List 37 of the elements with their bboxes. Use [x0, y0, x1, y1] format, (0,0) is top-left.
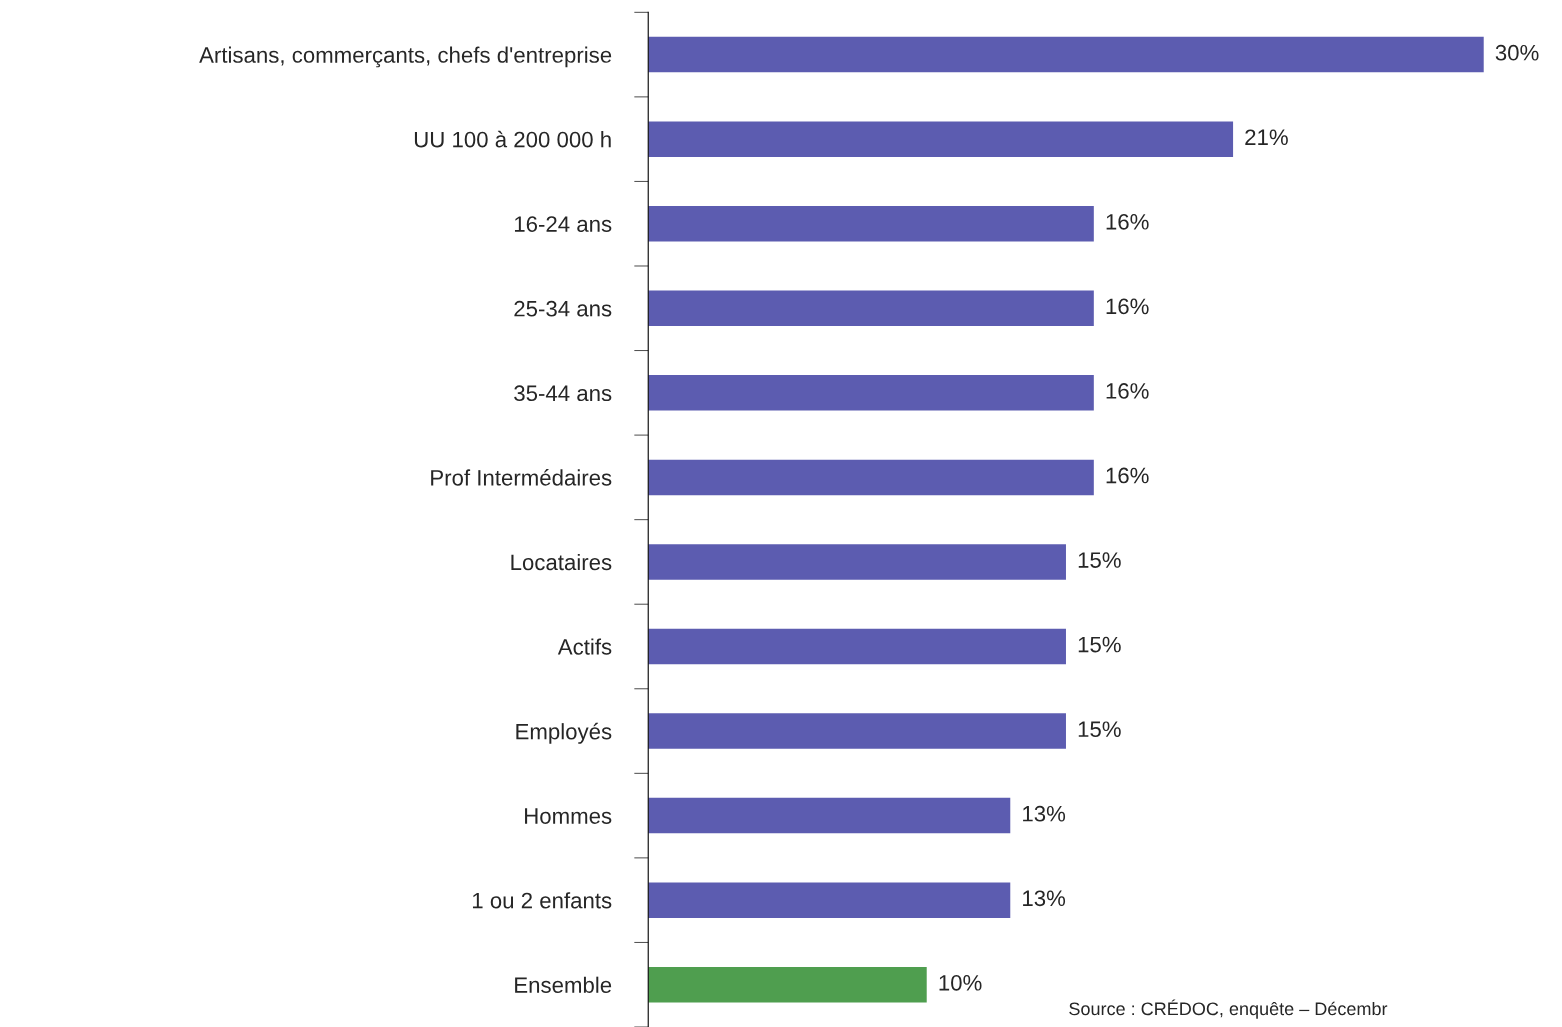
- data-label: 15%: [1078, 636, 1121, 653]
- bar: [648, 205, 1094, 242]
- bar: [648, 375, 1094, 411]
- bar: [648, 121, 1234, 157]
- y-tick-label: Hommes: [525, 808, 612, 824]
- y-tick-label: Actifs: [557, 638, 612, 655]
- y-tick-label: Ensemble: [515, 976, 612, 993]
- data-label: 16%: [1106, 213, 1149, 230]
- bar: [648, 544, 1066, 580]
- bar: [648, 459, 1094, 496]
- data-label: 15%: [1078, 552, 1121, 568]
- y-tick-label: Artisans, commerçants, chefs d'entreprise: [199, 46, 612, 68]
- bar: [648, 36, 1484, 73]
- data-label: 16%: [1106, 467, 1149, 484]
- data-label: 10%: [939, 974, 982, 991]
- y-tick-label: Locataires: [511, 553, 612, 571]
- bar: [648, 882, 1011, 918]
- data-label: 16%: [1106, 383, 1149, 399]
- y-tick-label: Prof Intermédaires: [431, 469, 612, 486]
- data-label: 13%: [1023, 805, 1066, 822]
- y-tick-label: 35-44 ans: [514, 385, 612, 402]
- bar: [648, 290, 1094, 327]
- y-tick-label: UU 100 à 200 000 h: [414, 130, 611, 148]
- data-label: 30%: [1495, 44, 1539, 61]
- annotation: Source : CRÉDOC, enquête – Décembr: [1069, 999, 1388, 1019]
- bar: [648, 966, 927, 1003]
- data-label: 16%: [1106, 298, 1149, 315]
- y-tick-label: Employés: [516, 722, 612, 744]
- bar: [648, 628, 1066, 665]
- bar: [648, 713, 1066, 749]
- data-label: 15%: [1078, 721, 1121, 738]
- y-tick-label: 16-24 ans: [514, 216, 612, 232]
- bar: [648, 797, 1011, 834]
- y-tick-label: 25-34 ans: [514, 300, 612, 317]
- y-tick-label: 1 ou 2 enfants: [472, 892, 612, 909]
- data-label: 21%: [1245, 129, 1288, 146]
- data-label: 13%: [1023, 890, 1066, 907]
